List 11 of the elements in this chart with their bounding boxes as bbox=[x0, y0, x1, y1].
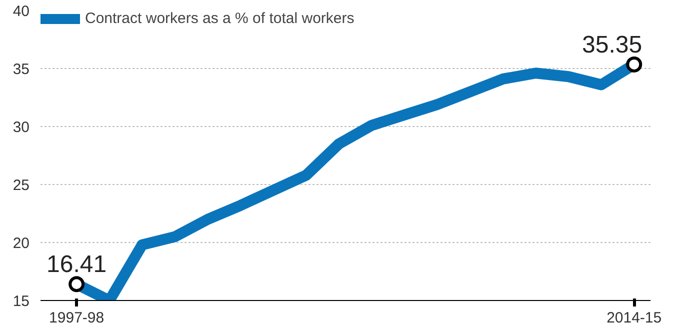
annotation: 16.41 bbox=[46, 251, 107, 278]
annotation: 35.35 bbox=[582, 31, 642, 58]
y-tick-label: 25 bbox=[12, 177, 30, 194]
y-tick-label: 30 bbox=[12, 119, 30, 136]
y-tick-label: 15 bbox=[12, 293, 30, 310]
x-tick-label: 2014-15 bbox=[606, 310, 662, 326]
y-tick-label: 20 bbox=[12, 235, 30, 252]
x-tick-label: 1997-98 bbox=[49, 310, 104, 326]
y-tick-label: 40 bbox=[12, 3, 30, 20]
legend-label: Contract workers as a % of total workers bbox=[85, 10, 354, 27]
y-tick-label: 35 bbox=[12, 61, 30, 78]
